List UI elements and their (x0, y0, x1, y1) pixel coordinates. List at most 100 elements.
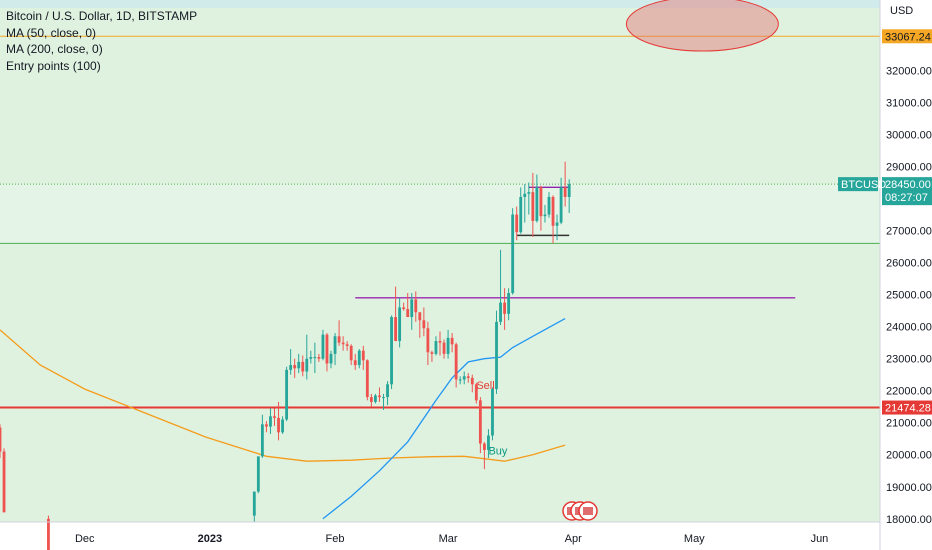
candle-body (466, 376, 470, 378)
lower-line-price-label: 21474.28 (885, 403, 931, 415)
candle-body (563, 187, 567, 197)
indicator-entry-points-label[interactable]: Entry points (100) (6, 58, 101, 73)
candle-body (487, 435, 490, 450)
price-axis-tick: 27000.00 (886, 226, 932, 238)
candle-body (430, 352, 434, 354)
price-axis-unit: USD (890, 5, 913, 17)
candle-body (458, 379, 462, 381)
candle-body (309, 357, 313, 359)
time-axis-label: Jun (811, 533, 829, 545)
candle-body (256, 456, 260, 492)
candle-body (369, 397, 373, 402)
price-axis-tick: 30000.00 (886, 130, 932, 142)
candle-body (511, 214, 515, 294)
candle-body (386, 384, 389, 398)
candle-body (531, 192, 535, 221)
time-axis-label: May (684, 533, 705, 545)
candle-body (515, 214, 519, 233)
time-axis-label: Dec (75, 533, 95, 545)
chart-legend: Bitcoin / U.S. Dollar, 1D, BITSTAMP MA (… (6, 8, 197, 74)
candle-body (543, 214, 547, 217)
candle-body (519, 196, 523, 233)
candle-body (349, 345, 353, 361)
highlight-ellipse (625, 0, 779, 52)
time-axis-label: 2023 (198, 533, 222, 545)
candle-body (410, 299, 414, 318)
price-axis-tick: 29000.00 (886, 162, 932, 174)
candle-body (394, 317, 398, 342)
candle-body (0, 427, 2, 452)
candle-body (305, 358, 309, 372)
candle-body (499, 302, 502, 322)
price-axis-tick: 18000.00 (886, 514, 932, 526)
time-axis-label: Apr (565, 533, 582, 545)
candle-body (434, 341, 438, 354)
candle-body (2, 451, 6, 513)
candle-body (478, 400, 482, 444)
time-axis-background (0, 522, 880, 550)
candle-body (353, 360, 357, 366)
candle-body (361, 350, 365, 361)
candle-body (252, 491, 256, 516)
candle-body (374, 395, 377, 402)
candle-body (293, 365, 297, 369)
price-axis-tick: 25000.00 (886, 290, 932, 302)
top-zone (0, 0, 880, 9)
event-flag-icon (583, 507, 593, 515)
candle-body (345, 344, 349, 346)
candle-body (406, 309, 410, 318)
candle-body (507, 293, 511, 314)
indicator-ma200-label[interactable]: MA (200, close, 0) (6, 42, 103, 56)
candle-body (414, 299, 418, 313)
countdown-label: 08:27:07 (885, 192, 928, 204)
candle-body (269, 416, 272, 427)
candle-body (260, 424, 264, 457)
candle-body (559, 187, 563, 223)
candle-body (301, 361, 305, 372)
price-axis-tick: 21000.00 (886, 418, 932, 430)
indicator-ma50-label[interactable]: MA (50, close, 0) (6, 25, 97, 40)
candle-body (422, 320, 426, 329)
price-axis-tick: 26000.00 (886, 258, 932, 270)
time-axis-label: Mar (439, 533, 458, 545)
symbol-tag-bg (838, 177, 878, 192)
candle-body (273, 416, 276, 418)
candle-body (277, 417, 280, 433)
symbol-tag: BTCUSD (841, 179, 886, 191)
candle-body (535, 187, 539, 221)
candle-body (281, 419, 284, 433)
candle-body (378, 395, 381, 398)
plot-background (0, 0, 880, 522)
candle-body (418, 312, 422, 321)
price-axis-tick: 32000.00 (886, 65, 932, 77)
lower-line-price-label-bg (882, 400, 932, 415)
price-axis-tick: 20000.00 (886, 450, 932, 462)
candle-body (454, 344, 458, 380)
candle-body (390, 317, 393, 385)
candle-body (325, 334, 329, 364)
candle-body (503, 302, 506, 314)
candle-body (462, 376, 466, 380)
candle-body (438, 341, 442, 343)
candle-body (341, 342, 345, 345)
candle-body (426, 328, 430, 353)
candle-body (474, 384, 478, 401)
candle-body (313, 357, 317, 359)
candle-body (539, 187, 543, 217)
price-axis-tick: 19000.00 (886, 482, 932, 494)
signal-label-buy: Buy (488, 446, 507, 458)
candle-body (450, 337, 454, 345)
candle-body (470, 377, 474, 385)
current-price-label: 28450.00 (885, 179, 931, 191)
candle-body (482, 443, 486, 450)
price-axis-tick: 22000.00 (886, 386, 932, 398)
chart-title: Bitcoin / U.S. Dollar, 1D, BITSTAMP (6, 9, 198, 23)
candle-body (285, 369, 289, 420)
price-axis-background (880, 0, 932, 550)
candle-body (551, 196, 555, 226)
candle-body (317, 357, 321, 359)
upper-line-price-label-bg (882, 29, 932, 44)
candle-body (289, 365, 293, 370)
